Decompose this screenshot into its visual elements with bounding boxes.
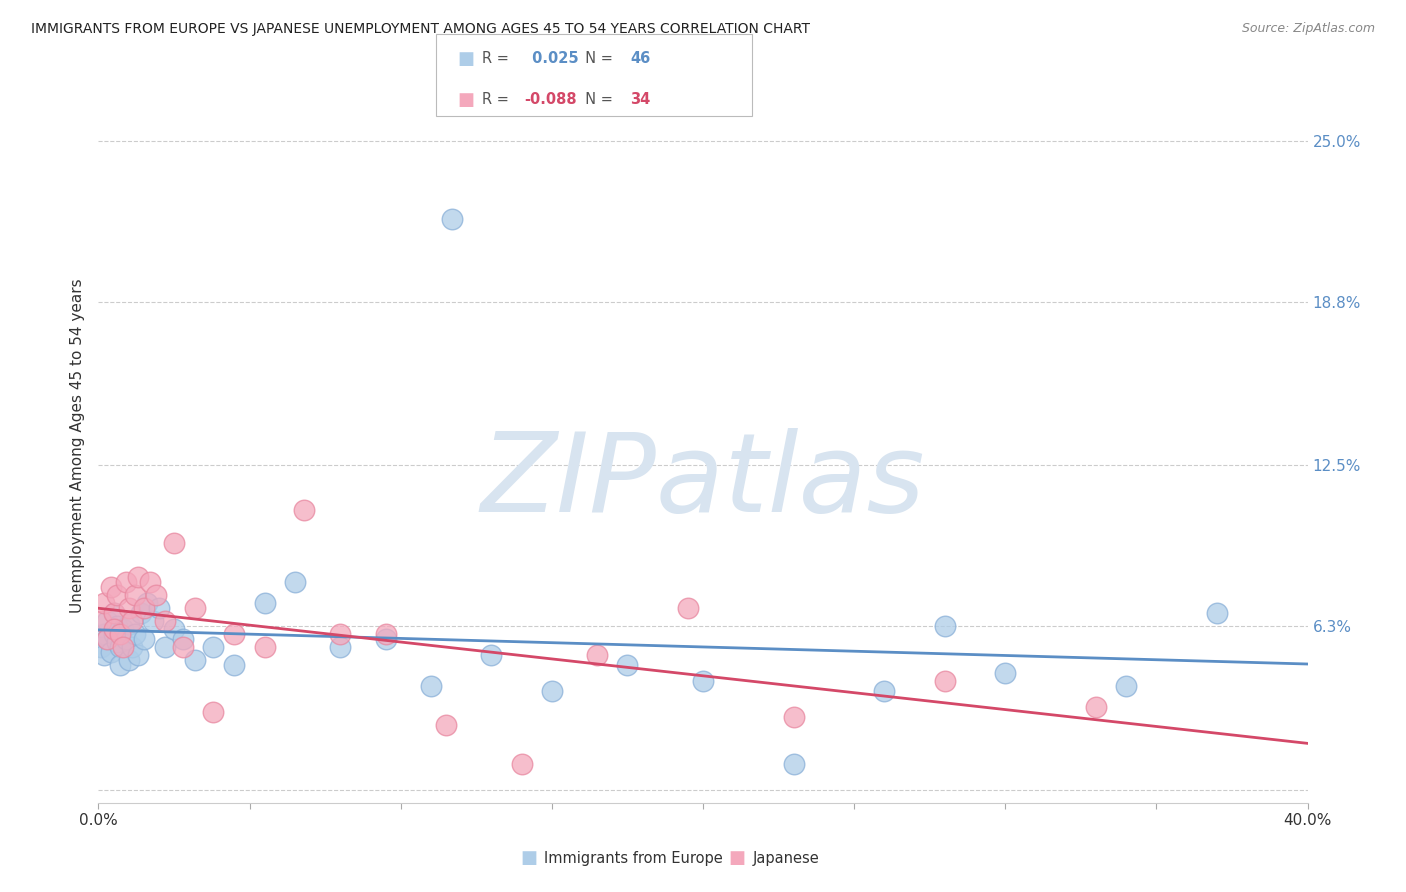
Point — [153, 640, 176, 654]
Point — [93, 648, 115, 662]
Text: Japanese: Japanese — [752, 851, 818, 865]
Text: N =: N = — [576, 52, 619, 66]
Point — [93, 596, 115, 610]
Point — [90, 614, 112, 628]
Point — [103, 622, 125, 636]
Point — [253, 596, 276, 610]
Point — [132, 601, 155, 615]
Point — [111, 622, 134, 636]
Point — [103, 627, 125, 641]
Point — [441, 211, 464, 226]
Point — [142, 614, 165, 628]
Point — [540, 684, 562, 698]
Point — [202, 705, 225, 719]
Point — [124, 627, 146, 641]
Point — [108, 640, 131, 654]
Point — [783, 756, 806, 771]
Point — [163, 622, 186, 636]
Text: Immigrants from Europe: Immigrants from Europe — [544, 851, 723, 865]
Point — [172, 632, 194, 647]
Text: 0.025: 0.025 — [527, 52, 579, 66]
Point — [105, 635, 128, 649]
Point — [114, 575, 136, 590]
Point — [224, 658, 246, 673]
Point — [184, 601, 207, 615]
Point — [1115, 679, 1137, 693]
Text: 34: 34 — [630, 93, 650, 107]
Point — [96, 632, 118, 647]
Point — [873, 684, 896, 698]
Point — [103, 607, 125, 621]
Point — [148, 601, 170, 615]
Text: ZIPatlas: ZIPatlas — [481, 428, 925, 535]
Point — [329, 640, 352, 654]
Point — [118, 601, 141, 615]
Point — [783, 710, 806, 724]
Text: ■: ■ — [457, 91, 474, 109]
Point — [934, 619, 956, 633]
Point — [118, 616, 141, 631]
Point — [292, 502, 315, 516]
Point — [103, 607, 125, 621]
Text: ■: ■ — [520, 849, 537, 867]
Point — [100, 581, 122, 595]
Point — [329, 627, 352, 641]
Point — [481, 648, 503, 662]
Text: ■: ■ — [457, 50, 474, 68]
Point — [139, 575, 162, 590]
Point — [420, 679, 443, 693]
Point — [616, 658, 638, 673]
Text: ■: ■ — [728, 849, 745, 867]
Point — [153, 614, 176, 628]
Text: R =: R = — [482, 93, 513, 107]
Point — [253, 640, 276, 654]
Point — [108, 658, 131, 673]
Text: -0.088: -0.088 — [524, 93, 576, 107]
Point — [114, 632, 136, 647]
Point — [93, 627, 115, 641]
Point — [100, 645, 122, 659]
Text: Source: ZipAtlas.com: Source: ZipAtlas.com — [1241, 22, 1375, 36]
Text: 46: 46 — [630, 52, 650, 66]
Point — [586, 648, 609, 662]
Point — [105, 619, 128, 633]
Text: N =: N = — [576, 93, 619, 107]
Point — [172, 640, 194, 654]
Point — [127, 570, 149, 584]
Point — [132, 632, 155, 647]
Text: R =: R = — [482, 52, 513, 66]
Point — [111, 640, 134, 654]
Y-axis label: Unemployment Among Ages 45 to 54 years: Unemployment Among Ages 45 to 54 years — [69, 278, 84, 614]
Point — [202, 640, 225, 654]
Point — [692, 673, 714, 688]
Point — [374, 627, 396, 641]
Point — [90, 640, 112, 654]
Point — [96, 632, 118, 647]
Point — [135, 596, 157, 610]
Point — [1085, 699, 1108, 714]
Point — [224, 627, 246, 641]
Point — [510, 756, 533, 771]
Point — [145, 588, 167, 602]
Point — [374, 632, 396, 647]
Point — [96, 614, 118, 628]
Point — [1206, 607, 1229, 621]
Point — [121, 640, 143, 654]
Text: IMMIGRANTS FROM EUROPE VS JAPANESE UNEMPLOYMENT AMONG AGES 45 TO 54 YEARS CORREL: IMMIGRANTS FROM EUROPE VS JAPANESE UNEMP… — [31, 22, 810, 37]
Point — [129, 607, 152, 621]
Point — [121, 614, 143, 628]
Point — [994, 666, 1017, 681]
Point — [434, 718, 457, 732]
Point — [676, 601, 699, 615]
Point — [118, 653, 141, 667]
Point — [163, 536, 186, 550]
Point — [124, 588, 146, 602]
Point — [127, 648, 149, 662]
Point — [184, 653, 207, 667]
Point — [105, 588, 128, 602]
Point — [284, 575, 307, 590]
Point — [934, 673, 956, 688]
Point — [108, 627, 131, 641]
